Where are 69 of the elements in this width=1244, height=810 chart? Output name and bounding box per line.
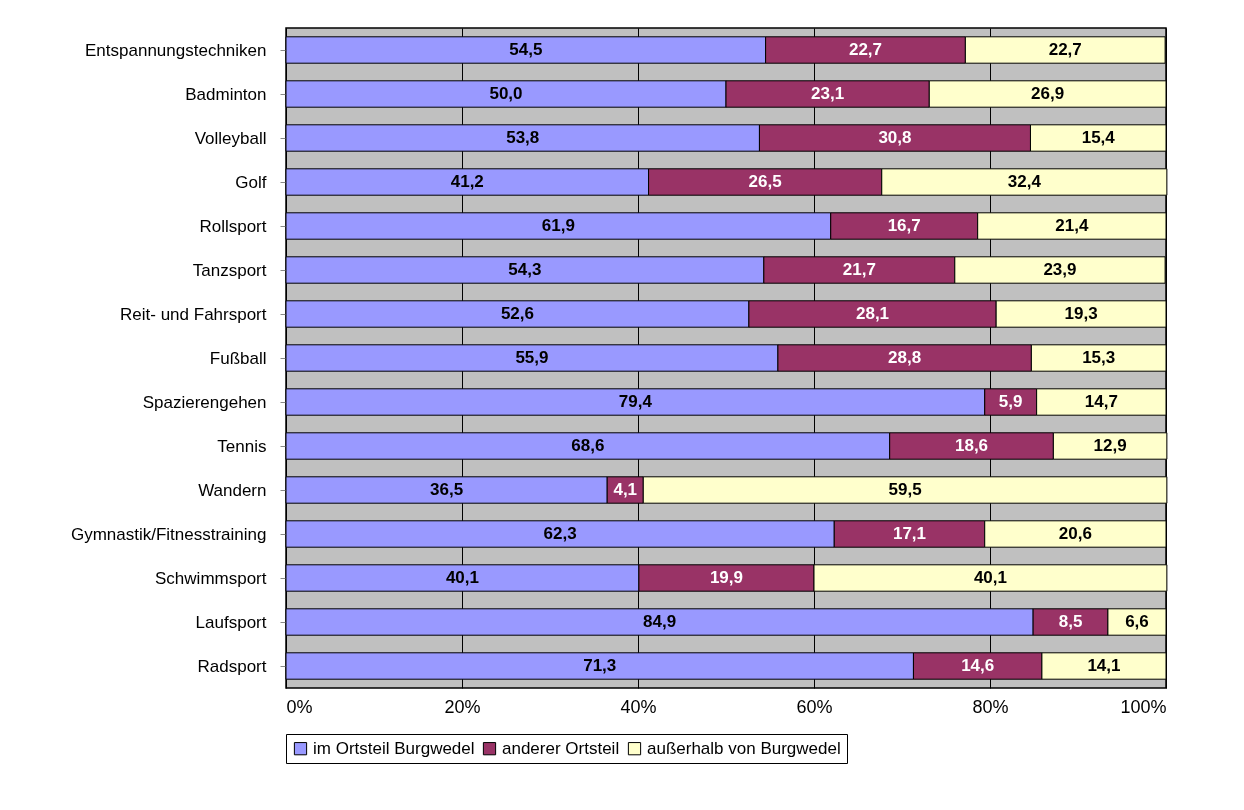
y-tick-label: Golf [235,172,267,192]
data-label: 8,5 [1058,612,1083,631]
legend-label: außerhalb von Burgwedel [647,738,841,758]
y-tick-label: Radsport [197,656,267,676]
x-tick-label: 20% [444,696,481,717]
data-label: 12,9 [1093,436,1127,455]
data-label: 19,3 [1064,304,1098,323]
y-tick-label: Tanzsport [192,260,267,280]
data-label: 50,0 [489,84,523,103]
data-label: 61,9 [541,216,575,235]
legend-label: anderer Ortsteil [502,738,620,758]
data-label: 26,9 [1031,84,1065,103]
data-label: 52,6 [500,304,534,323]
y-tick-label: Tennis [217,436,267,456]
data-label: 28,8 [888,348,922,367]
data-label: 22,7 [1048,40,1082,59]
data-label: 79,4 [618,392,653,411]
data-label: 21,4 [1055,216,1089,235]
x-tick-label: 60% [796,696,833,717]
data-label: 28,1 [855,304,890,323]
y-tick-label: Volleyball [194,128,267,148]
y-tick-label: Badminton [185,84,267,104]
data-label: 55,9 [515,348,549,367]
data-label: 19,9 [709,568,743,587]
data-label: 23,1 [811,84,845,103]
x-tick-label: 80% [972,696,1009,717]
legend-label: im Ortsteil Burgwedel [313,738,475,758]
data-label: 15,3 [1082,348,1116,367]
data-label: 54,3 [508,260,542,279]
data-label: 62,3 [543,524,577,543]
data-label: 20,6 [1058,524,1092,543]
data-label: 22,7 [848,40,883,59]
data-label: 17,1 [892,524,927,543]
data-label: 16,7 [887,216,921,235]
data-label: 26,5 [748,172,782,191]
data-label: 30,8 [878,128,912,147]
data-label: 84,9 [643,612,677,631]
y-tick-label: Laufsport [195,612,267,632]
data-label: 15,4 [1081,128,1116,147]
data-label: 4,1 [613,480,638,499]
y-tick-label: Gymnastik/Fitnesstraining [70,524,267,544]
data-label: 23,9 [1043,260,1077,279]
y-tick-label: Fußball [209,348,267,368]
y-tick-label: Entspannungstechniken [85,40,267,60]
data-label: 36,5 [430,480,464,499]
data-label: 40,1 [973,568,1007,587]
y-tick-label: Spazierengehen [142,392,267,412]
data-label: 5,9 [998,392,1023,411]
y-tick-label: Wandern [198,480,267,500]
data-label: 14,6 [961,656,995,675]
y-tick-label: Rollsport [199,216,267,236]
data-label: 18,6 [954,436,989,455]
data-label: 71,3 [583,656,617,675]
data-label: 6,6 [1125,612,1149,631]
data-label: 41,2 [450,172,484,191]
y-tick-label: Reit- und Fahrsport [120,304,267,324]
data-label: 54,5 [509,40,543,59]
x-tick-label: 0% [286,696,313,717]
data-label: 14,7 [1084,392,1118,411]
y-tick-label: Schwimmsport [155,568,267,588]
data-label: 59,5 [888,480,922,499]
data-label: 14,1 [1087,656,1121,675]
x-tick-label: 40% [620,696,657,717]
data-label: 32,4 [1007,172,1042,191]
data-label: 53,8 [506,128,540,147]
data-label: 21,7 [842,260,876,279]
data-label: 40,1 [445,568,479,587]
x-tick-label: 100% [1120,696,1167,717]
data-label: 68,6 [571,436,605,455]
